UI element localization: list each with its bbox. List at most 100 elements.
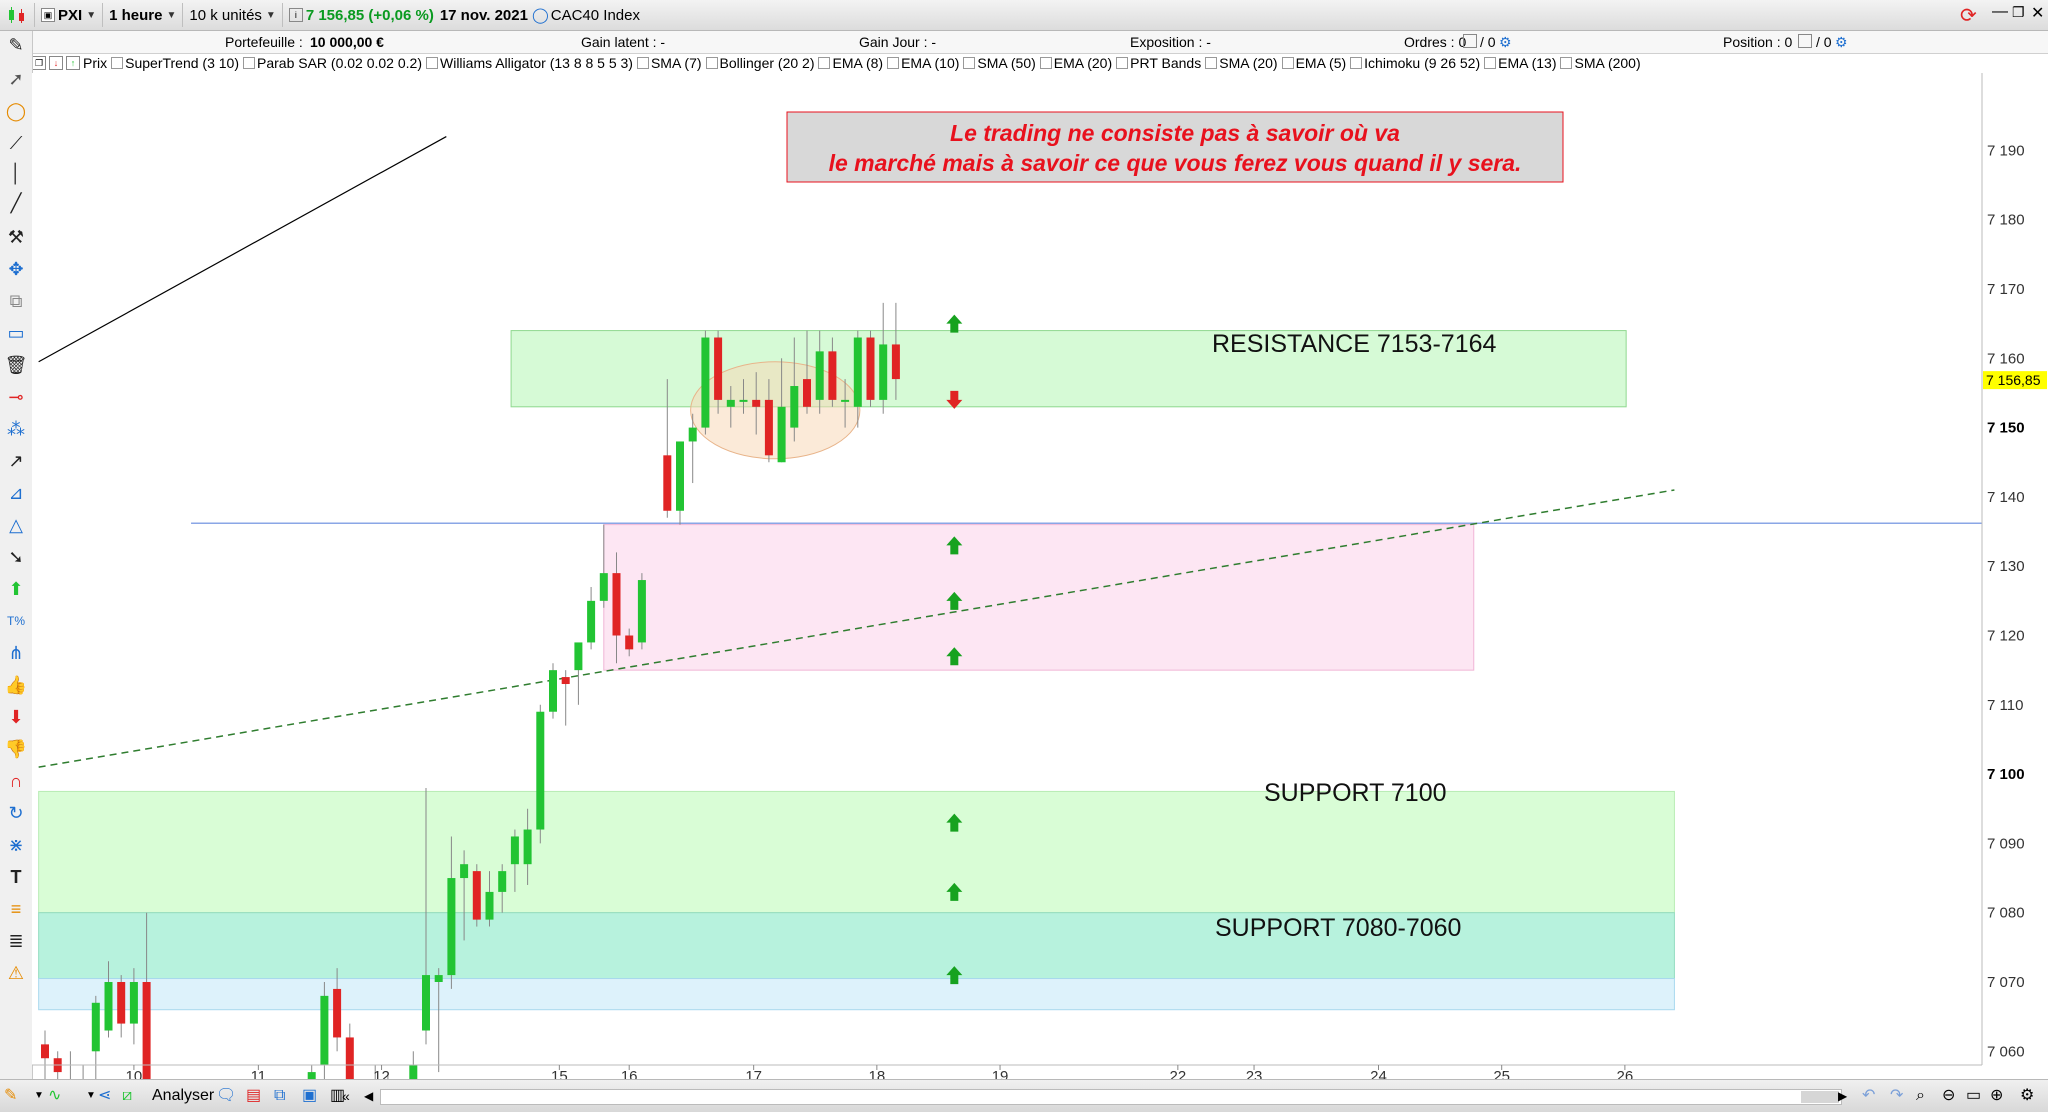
indicator-checkbox[interactable] [705, 57, 718, 69]
vertical-line-icon[interactable]: │ [10, 163, 22, 183]
candle-bear[interactable] [764, 399, 773, 456]
indicator-checkbox[interactable] [1484, 57, 1497, 69]
close-button[interactable]: ✕ [2031, 5, 2045, 22]
candle-bear[interactable] [663, 455, 672, 511]
candle-bear[interactable] [752, 399, 761, 407]
triangle-icon[interactable]: △ [9, 515, 23, 535]
candle-bull[interactable] [688, 427, 697, 442]
position-box[interactable] [1798, 34, 1812, 48]
indicator-checkbox[interactable] [963, 57, 976, 69]
zone-support-7100[interactable] [38, 790, 1675, 914]
copy-icon[interactable]: ⧉ [9, 291, 23, 311]
indicator-checkbox[interactable] [636, 57, 649, 69]
candle-bull[interactable] [777, 406, 786, 463]
sell-arrow-icon[interactable] [946, 390, 963, 409]
indicator-item[interactable]: PRT Bands [1116, 55, 1201, 71]
indicator-item[interactable]: SMA (7) [636, 55, 702, 71]
horizontal-line-icon[interactable]: ⊸ [8, 387, 24, 407]
minimize-button[interactable]: — [1992, 3, 2008, 20]
fib-extension-icon[interactable]: ≣ [8, 931, 24, 951]
black-trendline[interactable] [38, 136, 447, 363]
candle-bear[interactable] [333, 988, 342, 1038]
thumbs-up-icon[interactable]: 👍 [4, 675, 28, 695]
candle-bull[interactable] [879, 344, 888, 400]
indicator-checkbox[interactable] [818, 57, 831, 69]
candle-bull[interactable] [701, 337, 710, 428]
candle-bull[interactable] [434, 975, 443, 982]
move-icon[interactable]: ✥ [8, 259, 24, 279]
indicator-checkbox[interactable] [111, 57, 124, 69]
indicator-checkbox[interactable] [1281, 57, 1294, 69]
buy-arrow-icon[interactable] [946, 813, 963, 832]
analyser-button[interactable]: Analyser [152, 1087, 215, 1104]
candle-bull[interactable] [637, 580, 646, 643]
panel-icon[interactable]: ▥ [330, 1087, 346, 1104]
symbol-selector[interactable]: ▣ PXI ▼ [35, 3, 104, 27]
undo-icon[interactable]: ↶ [1862, 1087, 1876, 1104]
candle-bull[interactable] [536, 711, 545, 830]
cursor-icon[interactable]: ➚ [8, 69, 24, 89]
chevron-down-icon[interactable]: ▼ [86, 1090, 96, 1101]
window-icon[interactable]: ❐ [32, 56, 46, 70]
indicator-item[interactable]: EMA (13) [1484, 55, 1556, 71]
zoom-fit-icon[interactable]: ⌕ [1916, 1087, 1925, 1104]
candle-bull[interactable] [320, 995, 329, 1066]
candle-bear[interactable] [891, 344, 900, 380]
indicator-item[interactable]: SMA (20) [1205, 55, 1278, 71]
candle-bear[interactable] [714, 337, 723, 400]
indicator-item[interactable]: EMA (10) [887, 55, 959, 71]
chart-type-button[interactable] [0, 3, 35, 27]
indicator-item[interactable]: Williams Alligator (13 8 8 5 5 3) [426, 55, 633, 71]
trash-icon[interactable]: 🗑 [4, 355, 28, 375]
rectangle-tool-icon[interactable]: ▭ [7, 323, 25, 343]
arrow-up-icon[interactable]: ↑ [66, 56, 80, 70]
indicator-item[interactable]: EMA (8) [818, 55, 883, 71]
indicator-item[interactable]: EMA (5) [1281, 55, 1346, 71]
buy-arrow-icon[interactable] [946, 536, 963, 555]
indicator-checkbox[interactable] [887, 57, 900, 69]
indicator-item[interactable]: Ichimoku (9 26 52) [1350, 55, 1480, 71]
candle-bull[interactable] [726, 399, 735, 407]
settings-icon[interactable]: ⚙ [2020, 1087, 2035, 1104]
buy-arrow-icon[interactable] [946, 882, 963, 901]
candle-bull[interactable] [447, 878, 456, 976]
arrow-right-icon[interactable]: ➘ [8, 547, 24, 567]
down-arrow-icon[interactable]: ⬇ [8, 707, 24, 727]
candle-bull[interactable] [91, 1002, 100, 1052]
scroll-right-icon[interactable]: ▶ [1838, 1089, 1848, 1103]
fibonacci-icon[interactable]: ⁂ [7, 419, 25, 439]
candle-bull[interactable] [549, 670, 557, 712]
candle-bear[interactable] [561, 677, 570, 685]
price-chart[interactable]: Le trading ne consiste pas à savoir où v… [32, 73, 2048, 1079]
candle-bull[interactable] [574, 642, 583, 671]
pencil-icon[interactable]: ✎ [4, 1087, 18, 1104]
candle-bear[interactable] [612, 573, 621, 636]
segment-tool-icon[interactable]: ⟋ [9, 133, 23, 153]
candle-bull[interactable] [510, 836, 519, 865]
redo-icon[interactable]: ↷ [1890, 1087, 1904, 1104]
buy-arrow-icon[interactable] [946, 314, 963, 333]
percent-icon[interactable]: T% [7, 614, 25, 628]
candle-bull[interactable] [498, 871, 507, 892]
arrow-down-icon[interactable]: ↓ [49, 56, 63, 70]
indicator-item[interactable]: SMA (200) [1560, 55, 1641, 71]
orders-box[interactable] [1463, 34, 1477, 48]
double-chevron-left-icon[interactable]: « [342, 1088, 350, 1104]
chat-icon[interactable]: 🗨 [216, 1087, 237, 1104]
candle-bear[interactable] [828, 351, 837, 400]
hammer-icon[interactable]: ⚒ [7, 227, 25, 247]
indicator-item[interactable]: SuperTrend (3 10) [111, 55, 239, 71]
candle-bull[interactable] [853, 337, 862, 407]
ellipse-tool-icon[interactable]: ◯ [5, 101, 27, 121]
share-icon[interactable]: ⋖ [98, 1087, 112, 1104]
indicator-item[interactable]: Prix [83, 55, 107, 71]
zoom-out-icon[interactable]: ⊖ [1942, 1087, 1956, 1104]
fib-fan-icon[interactable]: ⊿ [8, 483, 24, 503]
candle-bear[interactable] [142, 982, 151, 1079]
candle-bear[interactable] [41, 1044, 49, 1059]
candle-bull[interactable] [422, 975, 430, 1031]
candle-bear[interactable] [803, 379, 811, 407]
units-selector[interactable]: 10 k unités ▼ [183, 3, 283, 27]
indicator-checkbox[interactable] [1039, 57, 1052, 69]
timeframe-selector[interactable]: 1 heure ▼ [103, 3, 184, 27]
